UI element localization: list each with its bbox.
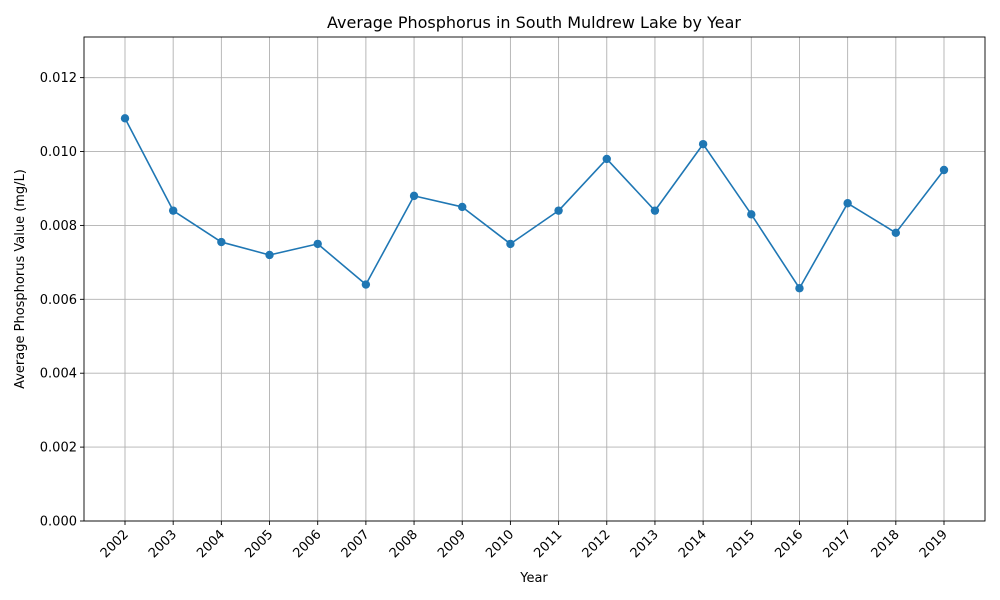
data-point <box>409 191 419 201</box>
data-point <box>313 239 322 249</box>
x-tick-label: 2010 <box>483 527 517 561</box>
series-layer <box>120 114 949 293</box>
x-tick-label: 2009 <box>435 527 469 561</box>
chart-title: Average Phosphorus in South Muldrew Lake… <box>327 13 741 32</box>
data-point <box>361 280 371 289</box>
y-tick-label: 0.008 <box>40 219 77 234</box>
data-point <box>650 206 660 215</box>
y-tick-label: 0.012 <box>40 71 77 86</box>
series-line <box>124 117 945 290</box>
grid-layer <box>84 37 985 522</box>
data-point <box>747 210 756 219</box>
y-tick-labels: 0.000 0.002 0.004 0.006 0.008 0.010 0.012 <box>40 71 77 529</box>
x-tick-label: 2006 <box>291 527 325 561</box>
x-tick-label: 2014 <box>676 527 710 561</box>
x-tick-label: 2007 <box>339 527 373 561</box>
x-tick-label: 2017 <box>820 527 854 561</box>
y-tick-label: 0.002 <box>40 441 77 456</box>
x-tick-label: 2015 <box>724 527 758 561</box>
x-tick-label: 2016 <box>772 527 806 561</box>
data-point <box>506 239 515 249</box>
x-tick-label: 2005 <box>242 527 276 561</box>
data-point <box>265 250 274 260</box>
x-tick-label: 2004 <box>194 527 228 561</box>
data-point <box>939 165 949 175</box>
y-axis-label: Average Phosphorus Value (mg/L) <box>13 169 28 389</box>
x-axis-label: Year <box>519 571 548 586</box>
axes-layer <box>80 36 986 525</box>
data-point <box>168 206 178 215</box>
x-tick-label: 2018 <box>869 527 903 561</box>
x-tick-label: 2011 <box>531 527 565 561</box>
x-tick-label: 2012 <box>580 527 614 561</box>
data-point <box>843 199 852 208</box>
data-point <box>698 139 708 149</box>
x-tick-label: 2019 <box>917 527 951 561</box>
data-point <box>458 202 467 212</box>
y-tick-label: 0.000 <box>40 515 77 530</box>
y-tick-label: 0.010 <box>40 145 77 160</box>
x-tick-label: 2002 <box>98 527 132 561</box>
data-point <box>795 284 804 293</box>
data-point <box>120 114 130 123</box>
data-point <box>602 154 611 164</box>
x-tick-label: 2008 <box>387 527 421 561</box>
plot-frame <box>83 36 986 522</box>
y-tick-label: 0.006 <box>40 293 77 308</box>
data-point <box>217 237 226 247</box>
x-tick-label: 2003 <box>146 527 180 561</box>
x-tick-labels: 2002 2003 2004 2005 2006 2007 2008 2009 2010 2011… <box>98 527 951 561</box>
data-point <box>891 228 901 238</box>
x-tick-label: 2013 <box>628 527 662 561</box>
y-tick-label: 0.004 <box>40 367 77 382</box>
data-point <box>554 206 563 215</box>
